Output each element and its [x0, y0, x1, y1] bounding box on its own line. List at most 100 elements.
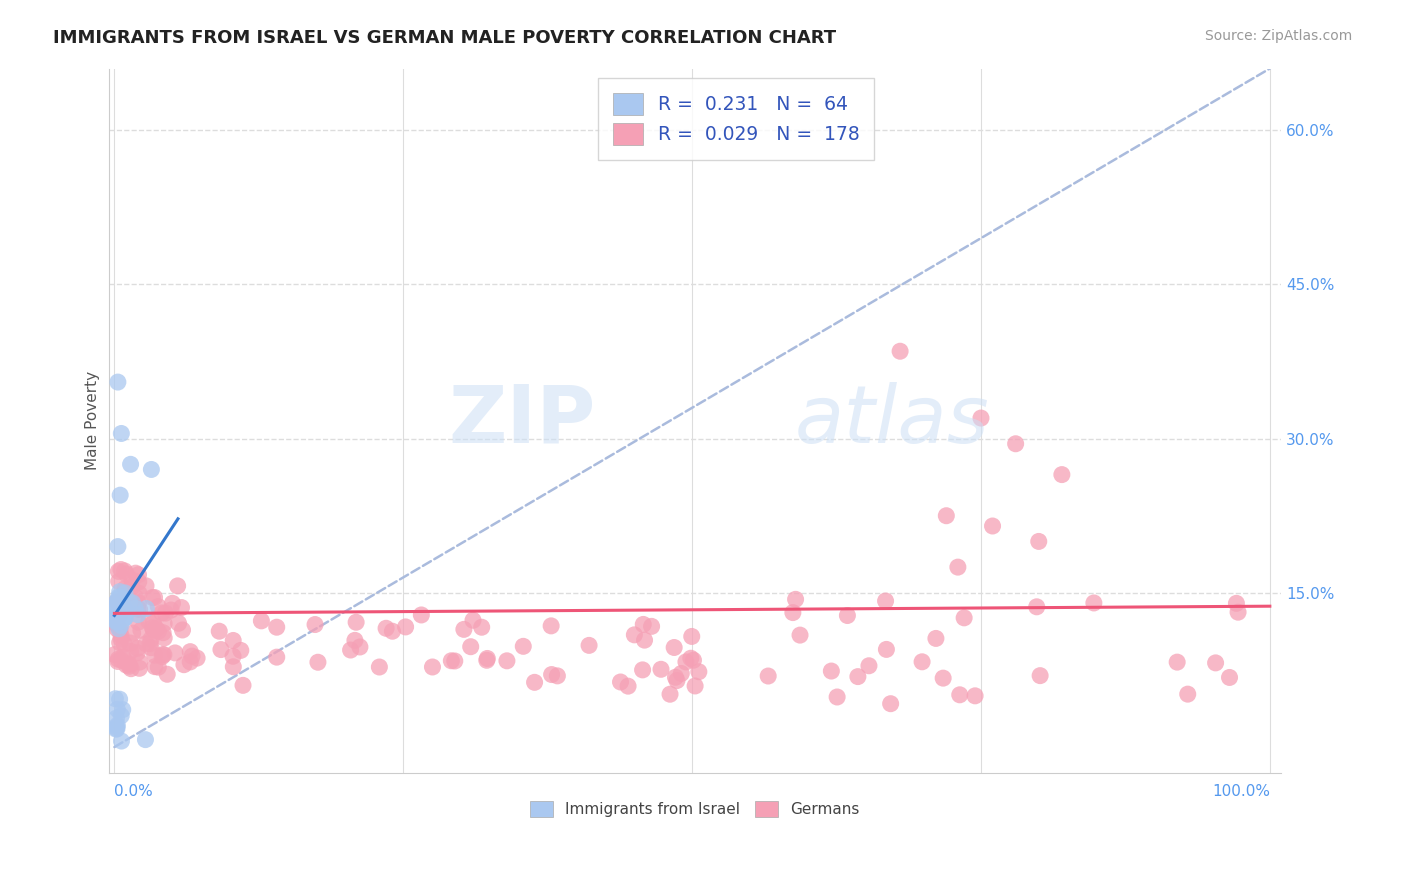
Point [128, 574, 150, 589]
Point [837, 608, 859, 623]
Text: IMMIGRANTS FROM ISRAEL VS GERMAN MALE POVERTY CORRELATION CHART: IMMIGRANTS FROM ISRAEL VS GERMAN MALE PO… [53, 29, 837, 46]
Point [143, 659, 166, 673]
Point [546, 669, 568, 683]
Point [911, 655, 934, 669]
Point [609, 675, 631, 690]
Point [105, 611, 128, 625]
Point [141, 462, 163, 476]
Point [108, 692, 131, 706]
Point [422, 660, 444, 674]
Point [142, 623, 165, 637]
Point [105, 595, 128, 609]
Point [167, 616, 190, 631]
Point [120, 644, 142, 658]
Point [820, 664, 842, 678]
Point [662, 640, 685, 655]
Point [1025, 599, 1047, 614]
Point [368, 660, 391, 674]
Point [111, 598, 134, 612]
Point [1028, 534, 1050, 549]
Point [208, 624, 231, 639]
Point [152, 648, 174, 662]
Point [105, 722, 128, 736]
Text: 100.0%: 100.0% [1212, 784, 1270, 799]
Point [118, 595, 141, 609]
Point [681, 629, 703, 643]
Point [1083, 596, 1105, 610]
Point [111, 606, 134, 620]
Point [443, 654, 465, 668]
Point [114, 607, 136, 622]
Point [115, 658, 138, 673]
Point [375, 621, 398, 635]
Point [110, 618, 132, 632]
Point [128, 602, 150, 616]
Point [141, 621, 163, 635]
Point [112, 611, 135, 625]
Point [112, 604, 135, 618]
Point [650, 662, 672, 676]
Point [107, 565, 129, 579]
Point [114, 582, 136, 596]
Point [675, 655, 697, 669]
Point [523, 675, 546, 690]
Point [633, 617, 655, 632]
Point [540, 619, 562, 633]
Point [785, 592, 807, 607]
Point [118, 657, 141, 671]
Point [623, 628, 645, 642]
Point [114, 610, 136, 624]
Point [925, 632, 948, 646]
Point [111, 592, 134, 607]
Point [222, 649, 245, 664]
Point [110, 653, 132, 667]
Point [460, 640, 482, 654]
Point [1004, 436, 1026, 450]
Point [107, 540, 129, 554]
Point [128, 586, 150, 600]
Point [108, 595, 131, 609]
Point [110, 426, 132, 441]
Point [222, 633, 245, 648]
Point [889, 344, 911, 359]
Point [108, 615, 131, 629]
Point [121, 580, 143, 594]
Point [633, 633, 655, 648]
Point [111, 650, 134, 665]
Point [664, 670, 686, 684]
Point [139, 637, 162, 651]
Point [148, 599, 170, 614]
Point [339, 643, 361, 657]
Point [135, 637, 157, 651]
Point [540, 667, 562, 681]
Point [1218, 670, 1240, 684]
Point [125, 591, 148, 605]
Point [104, 648, 127, 662]
Point [105, 718, 128, 732]
Point [148, 660, 170, 674]
Point [1029, 668, 1052, 682]
Point [108, 603, 131, 617]
Point [172, 623, 194, 637]
Point [879, 697, 901, 711]
Point [128, 661, 150, 675]
Point [155, 606, 177, 620]
Point [166, 579, 188, 593]
Y-axis label: Male Poverty: Male Poverty [86, 371, 100, 470]
Point [304, 617, 326, 632]
Point [477, 651, 499, 665]
Point [782, 606, 804, 620]
Point [631, 663, 654, 677]
Point [461, 613, 484, 627]
Point [1177, 687, 1199, 701]
Point [108, 611, 131, 625]
Point [688, 665, 710, 679]
Point [107, 601, 129, 615]
Point [107, 615, 129, 630]
Point [250, 614, 273, 628]
Point [682, 653, 704, 667]
Point [266, 620, 288, 634]
Point [107, 655, 129, 669]
Point [108, 606, 131, 620]
Point [110, 632, 132, 646]
